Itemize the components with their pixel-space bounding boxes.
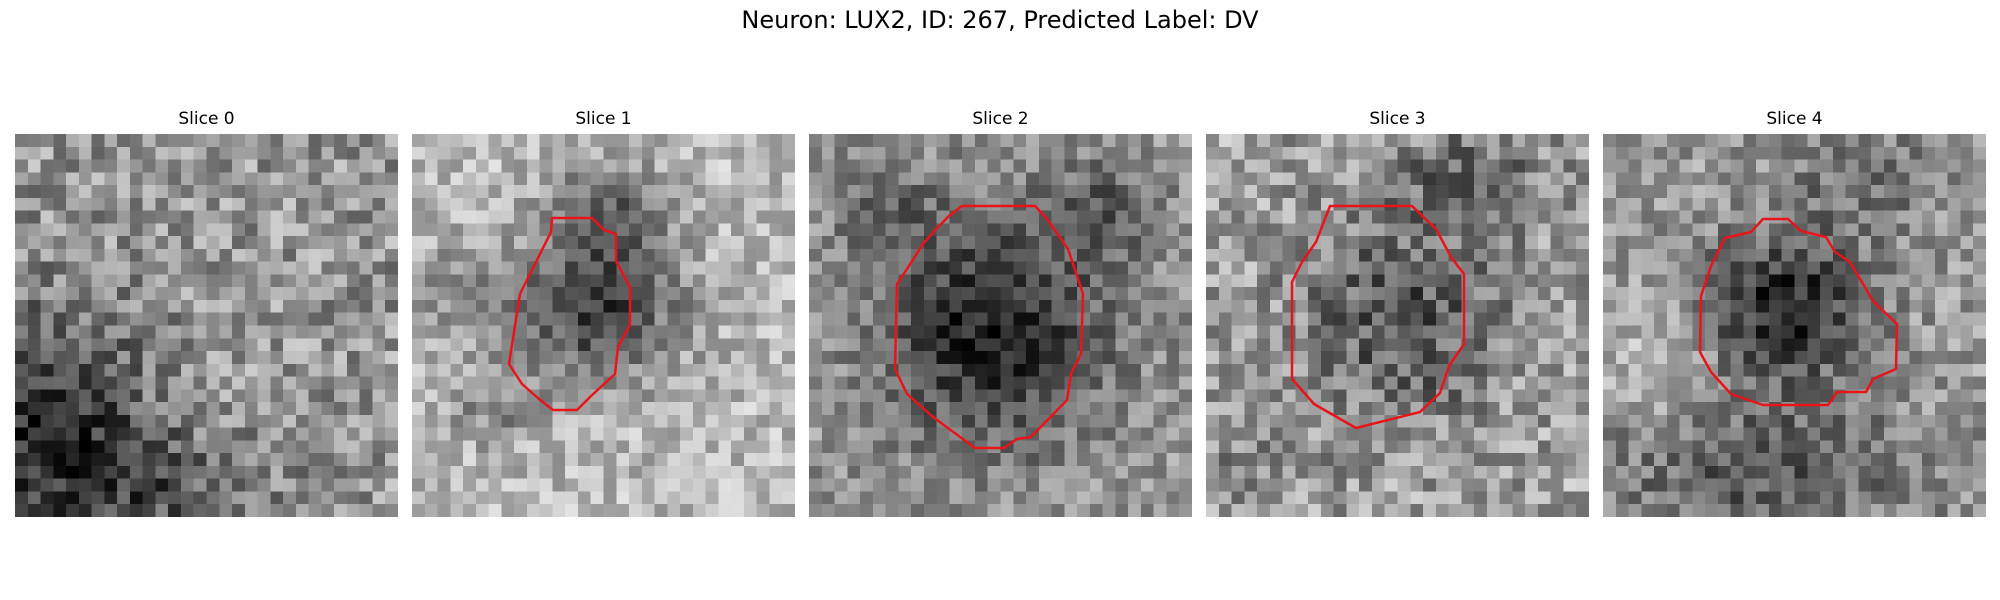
slice-panel-2: Slice 2: [809, 108, 1192, 517]
slice-panel-4: Slice 4: [1603, 108, 1986, 517]
slice-image: [1603, 134, 1986, 517]
slice-title: Slice 3: [1369, 109, 1426, 129]
roi-contour-overlay: [1290, 204, 1466, 430]
roi-contour: [1698, 217, 1899, 407]
slice-image: [412, 134, 795, 517]
roi-contour-overlay: [507, 216, 632, 412]
slice-title: Slice 0: [178, 109, 235, 129]
slice-panel-1: Slice 1: [412, 108, 795, 517]
slice-image: [809, 134, 1192, 517]
roi-contour: [893, 204, 1085, 450]
slice-image: [1206, 134, 1589, 517]
grayscale-image: [15, 134, 398, 517]
slice-panel-3: Slice 3: [1206, 108, 1589, 517]
slice-image: [15, 134, 398, 517]
slice-title: Slice 2: [972, 109, 1029, 129]
roi-contour-overlay: [1698, 217, 1899, 407]
slice-panel-0: Slice 0: [15, 108, 398, 517]
roi-contour-overlay: [893, 204, 1085, 450]
slice-title: Slice 4: [1766, 109, 1823, 129]
grayscale-image: [412, 134, 795, 517]
roi-contour: [507, 216, 632, 412]
grayscale-image: [1206, 134, 1589, 517]
grayscale-image: [1603, 134, 1986, 517]
figure-title: Neuron: LUX2, ID: 267, Predicted Label: …: [741, 6, 1259, 34]
slice-title: Slice 1: [575, 109, 632, 129]
roi-contour: [1290, 204, 1466, 430]
grayscale-image: [809, 134, 1192, 517]
